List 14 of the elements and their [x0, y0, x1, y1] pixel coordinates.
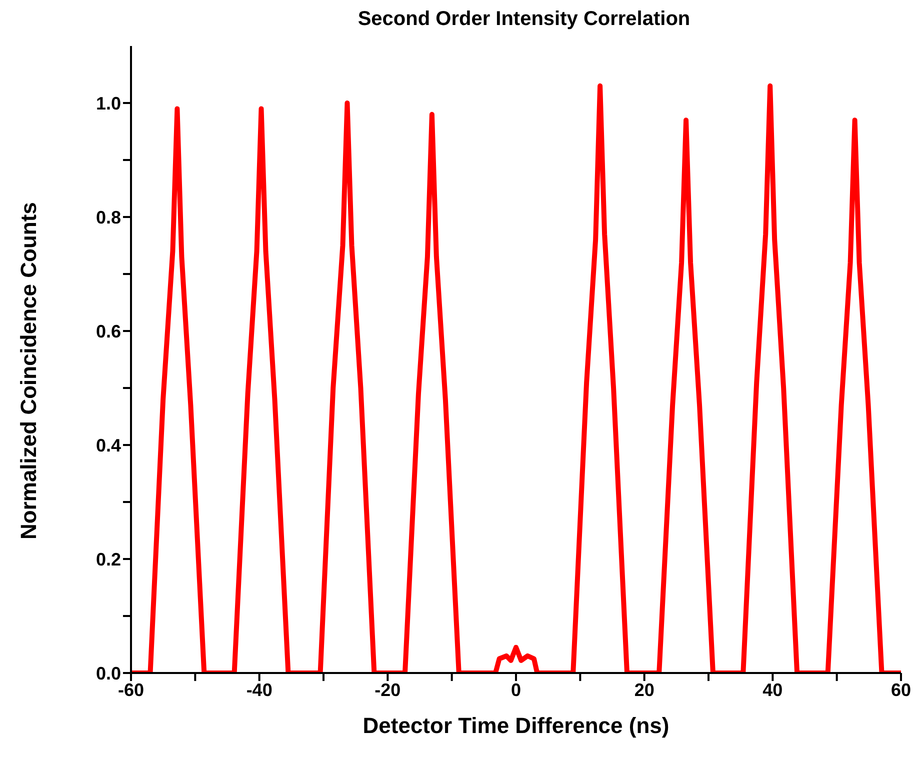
x-tick-label: 60	[890, 680, 912, 700]
x-tick-label: -20	[374, 680, 401, 700]
x-tick-label: -40	[246, 680, 272, 700]
y-tick-label: 0.4	[96, 435, 121, 456]
y-tick-label: 0.6	[96, 321, 121, 342]
y-tick-label: 1.0	[96, 93, 121, 114]
y-tick-label: 0.2	[96, 549, 121, 570]
x-tick-label: 0	[510, 680, 522, 700]
y-axis-title: Normalized Coincidence Counts	[16, 202, 41, 540]
x-axis-title: Detector Time Difference (ns)	[362, 713, 670, 738]
y-tick-label: 0.8	[96, 207, 121, 228]
x-tick-label: 20	[634, 680, 654, 700]
x-tick-label: 40	[762, 680, 783, 700]
chart-title: Second Order Intensity Correlation	[356, 8, 692, 31]
